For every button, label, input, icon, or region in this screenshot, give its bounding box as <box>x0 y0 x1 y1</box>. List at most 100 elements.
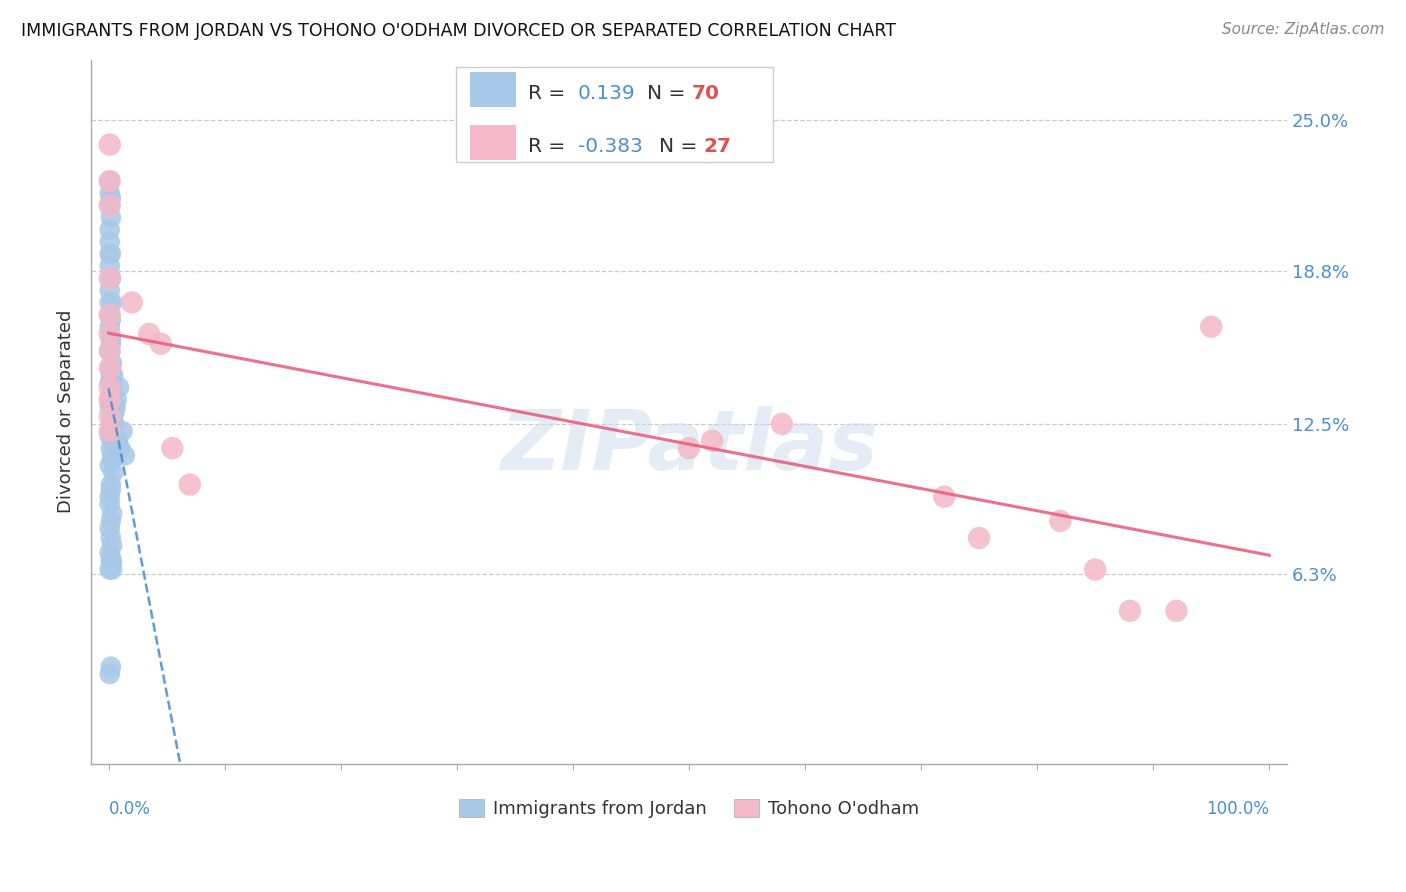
Point <box>162 441 184 455</box>
Point <box>98 326 121 341</box>
Point <box>100 390 122 404</box>
Point <box>98 497 121 511</box>
Point <box>105 392 128 407</box>
Point <box>98 400 121 414</box>
Point <box>101 380 124 394</box>
Point <box>108 380 131 394</box>
Text: 27: 27 <box>703 136 731 156</box>
Point <box>98 429 121 443</box>
Point <box>100 312 122 326</box>
Point <box>100 332 122 346</box>
Point <box>101 453 124 467</box>
Point <box>98 344 121 359</box>
Point <box>98 174 121 188</box>
Point <box>98 521 121 535</box>
Point <box>100 514 122 528</box>
Text: R =: R = <box>527 136 571 156</box>
Point <box>100 211 122 225</box>
Point <box>104 400 127 414</box>
Point <box>101 538 124 552</box>
Point <box>100 271 122 285</box>
Point <box>98 308 121 322</box>
Point <box>98 392 121 407</box>
Point <box>100 424 122 438</box>
Point <box>103 405 125 419</box>
Point <box>1199 319 1222 334</box>
Point <box>108 441 131 455</box>
Point <box>98 308 121 322</box>
Text: R =: R = <box>527 84 571 103</box>
Point <box>770 417 793 431</box>
Text: -0.383: -0.383 <box>578 136 643 156</box>
Point <box>101 507 124 521</box>
Point <box>100 271 122 285</box>
Point <box>100 531 122 545</box>
Text: IMMIGRANTS FROM JORDAN VS TOHONO O'ODHAM DIVORCED OR SEPARATED CORRELATION CHART: IMMIGRANTS FROM JORDAN VS TOHONO O'ODHAM… <box>21 22 896 40</box>
Point <box>98 295 121 310</box>
Point <box>98 198 121 212</box>
Text: Source: ZipAtlas.com: Source: ZipAtlas.com <box>1222 22 1385 37</box>
Point <box>100 368 122 383</box>
Point <box>1166 604 1188 618</box>
Point <box>111 424 134 438</box>
Point <box>934 490 956 504</box>
Point <box>98 563 121 577</box>
Y-axis label: Divorced or Separated: Divorced or Separated <box>58 310 75 514</box>
Point <box>100 405 122 419</box>
Text: 0.0%: 0.0% <box>108 800 150 818</box>
Point <box>103 466 125 480</box>
Point <box>100 483 122 497</box>
Point <box>702 434 724 448</box>
Point <box>98 198 121 212</box>
Point <box>98 409 121 424</box>
Point <box>101 409 124 424</box>
FancyBboxPatch shape <box>470 125 516 161</box>
Legend: Immigrants from Jordan, Tohono O'odham: Immigrants from Jordan, Tohono O'odham <box>451 791 927 825</box>
Point <box>1119 604 1142 618</box>
Point <box>138 326 160 341</box>
Point <box>179 477 201 491</box>
Text: 0.139: 0.139 <box>578 84 636 103</box>
Point <box>98 259 121 273</box>
Point <box>98 458 121 472</box>
Text: N =: N = <box>659 136 704 156</box>
Point <box>1084 563 1107 577</box>
Point <box>98 283 121 297</box>
Point <box>100 441 122 455</box>
Point <box>100 361 122 376</box>
Point <box>98 186 121 201</box>
Point <box>98 361 121 376</box>
Point <box>98 344 121 359</box>
Point <box>101 563 124 577</box>
Point <box>98 271 121 285</box>
Text: ZIPatlas: ZIPatlas <box>501 407 877 487</box>
Point <box>101 295 124 310</box>
Point <box>101 449 124 463</box>
Text: 100.0%: 100.0% <box>1206 800 1270 818</box>
Point <box>107 434 129 448</box>
Point <box>103 434 125 448</box>
FancyBboxPatch shape <box>456 67 773 161</box>
Point <box>100 336 122 351</box>
Point <box>98 545 121 559</box>
Point <box>103 368 125 383</box>
Point <box>103 409 125 424</box>
Point <box>98 222 121 236</box>
Point <box>98 235 121 249</box>
Point <box>121 295 143 310</box>
Text: 70: 70 <box>692 84 720 103</box>
Point <box>103 417 125 431</box>
Point <box>98 376 121 390</box>
Point <box>98 490 121 504</box>
Point <box>98 137 121 152</box>
FancyBboxPatch shape <box>470 72 516 108</box>
Point <box>101 555 124 569</box>
Point <box>678 441 700 455</box>
Point <box>149 336 172 351</box>
Point <box>101 356 124 370</box>
Point <box>114 449 136 463</box>
Point <box>98 424 121 438</box>
Point <box>100 550 122 565</box>
Point <box>100 555 122 569</box>
Point <box>100 477 122 491</box>
